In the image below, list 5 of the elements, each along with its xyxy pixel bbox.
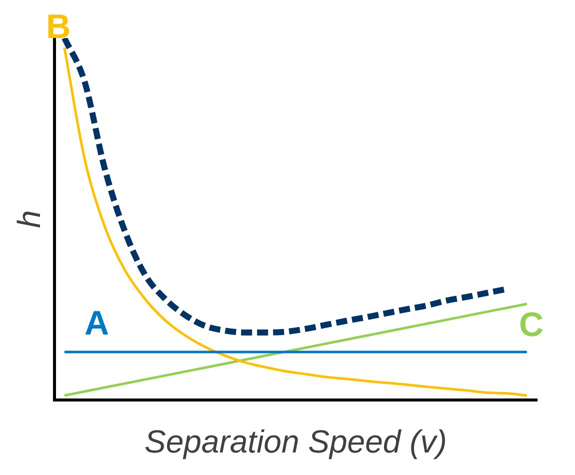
series-label: C [518, 306, 544, 344]
series-label: B [46, 8, 71, 46]
series-label: A [84, 304, 110, 342]
x-axis-title: Separation Speed (v) [144, 424, 447, 460]
y-axis-title: h [11, 210, 48, 228]
